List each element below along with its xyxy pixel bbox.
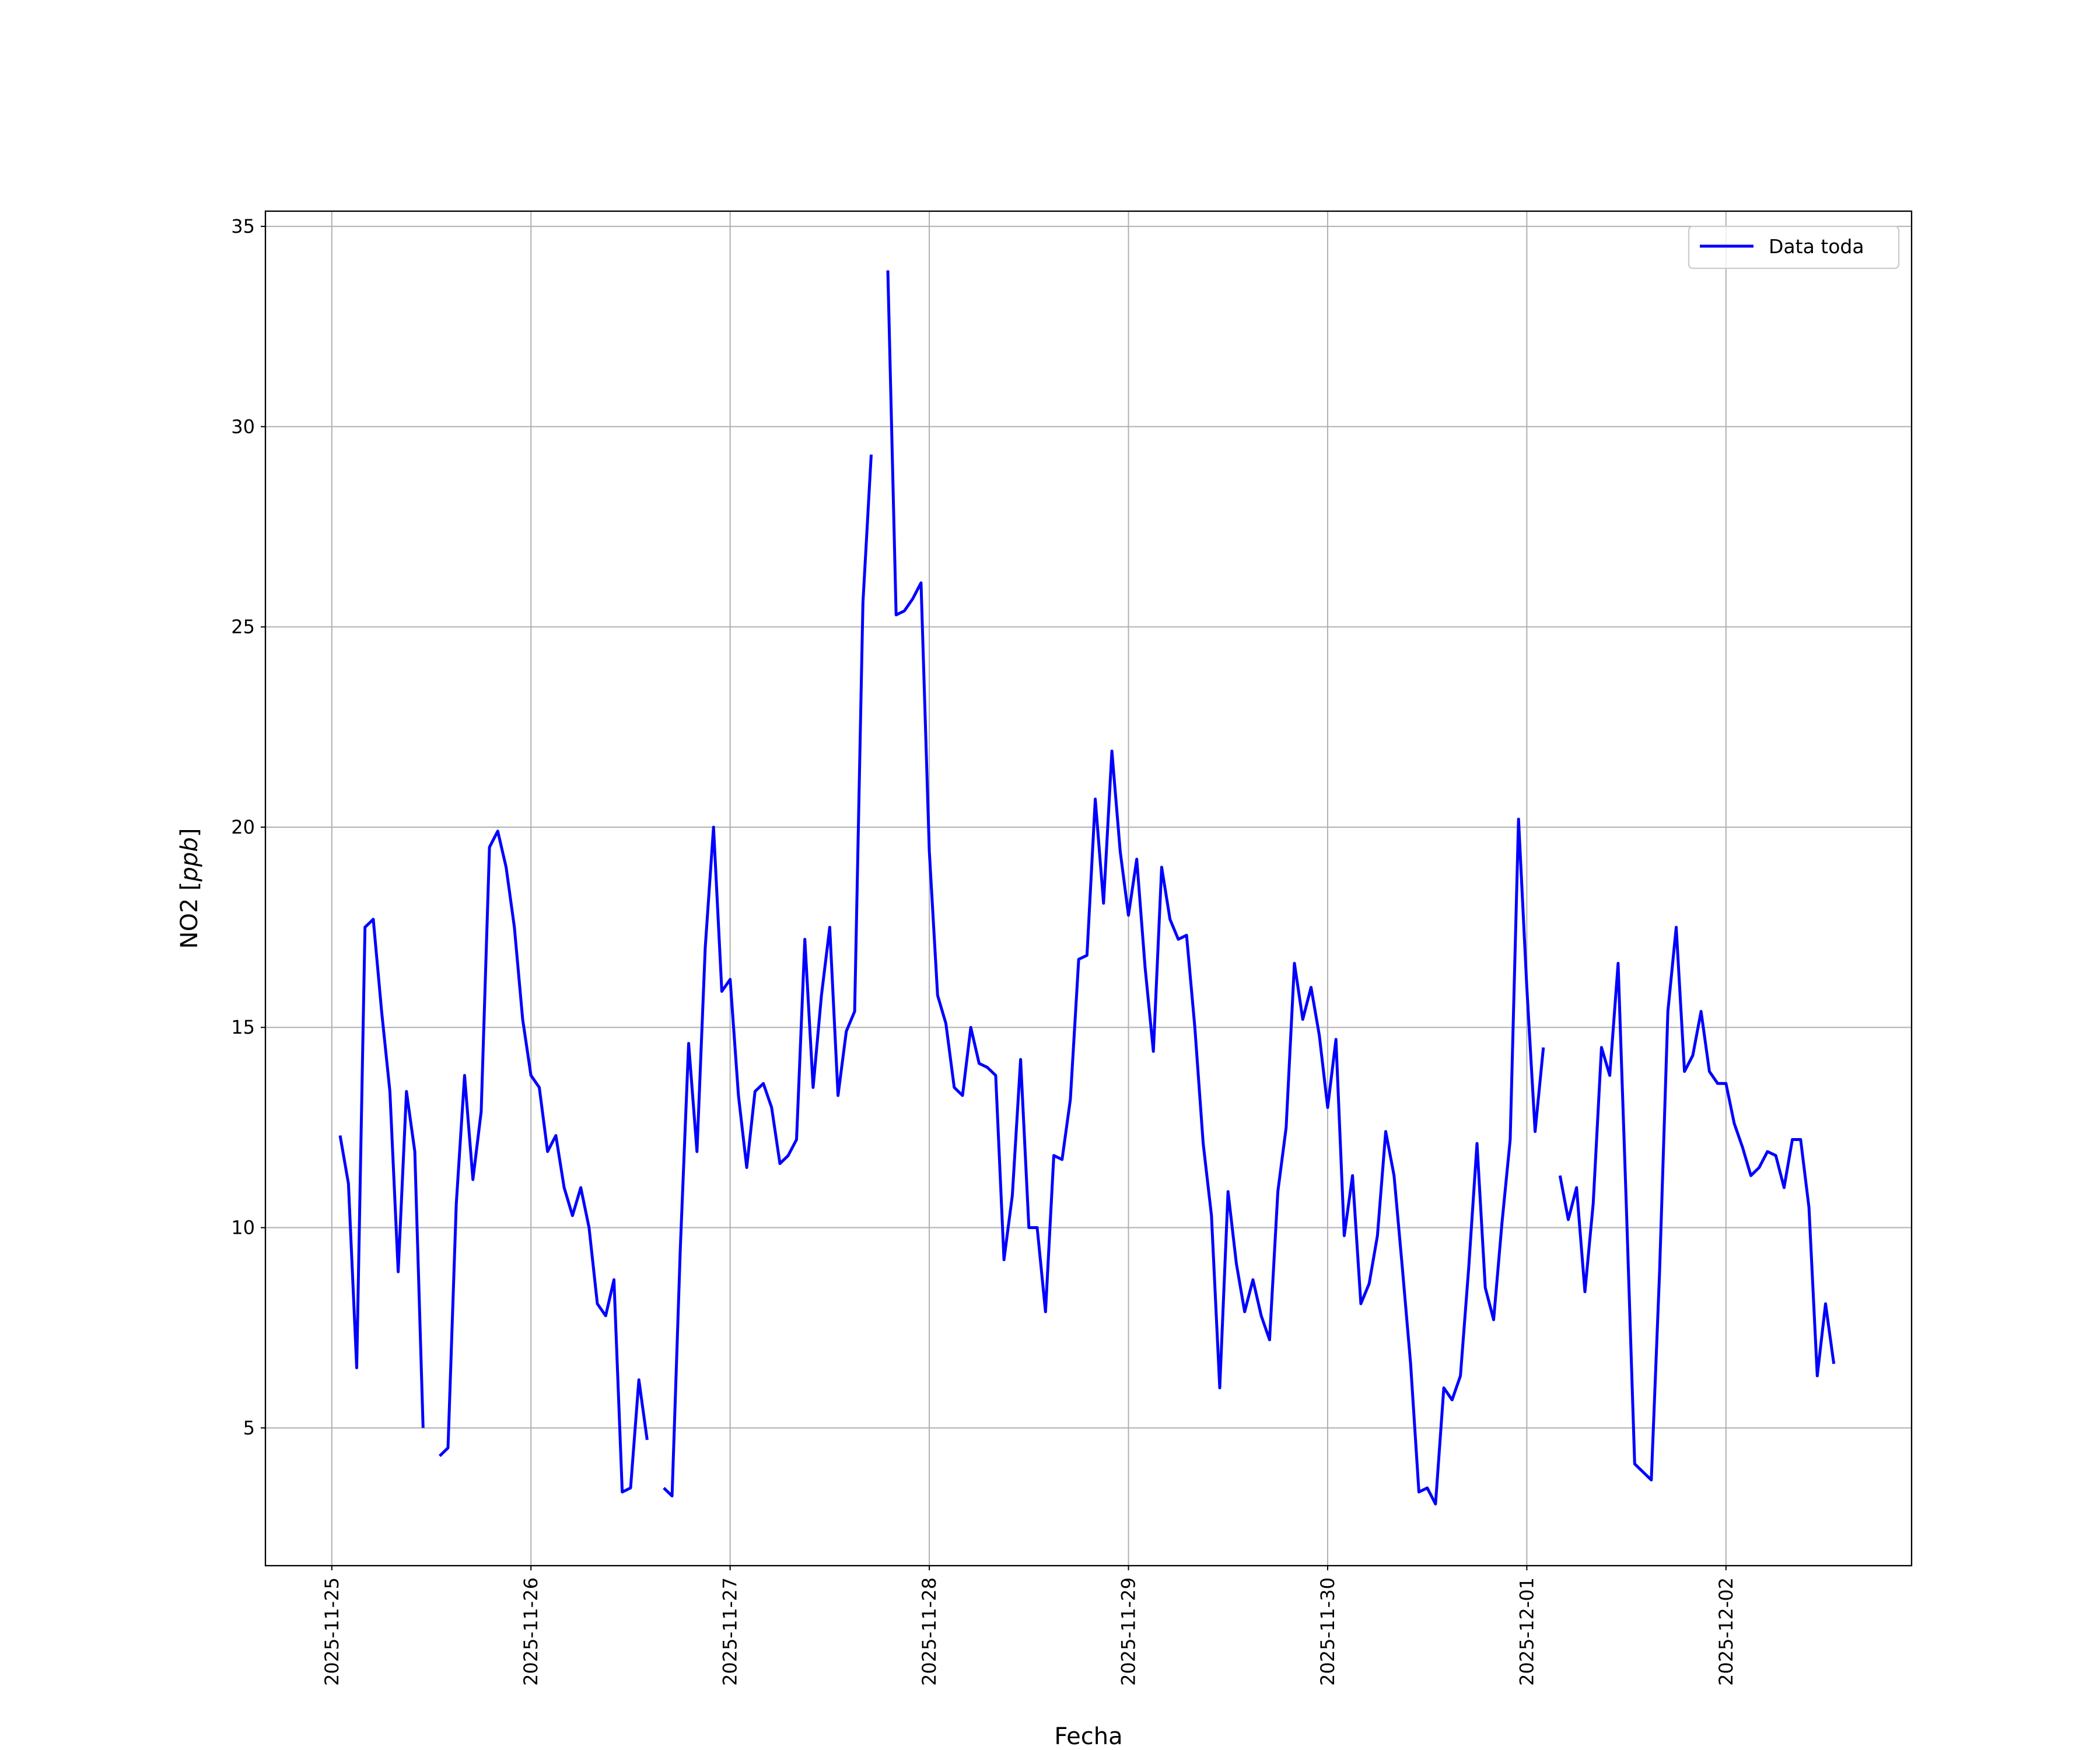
y-tick-label: 25: [231, 616, 255, 638]
y-tick-label: 35: [231, 215, 255, 237]
x-tick-label: 2025-12-02: [1715, 1577, 1737, 1686]
grid-lines: [265, 211, 1912, 1566]
series-line-segment: [1558, 926, 1836, 1482]
y-axis-label: NO2 [ppb]: [176, 828, 203, 949]
series-line-segment: [663, 454, 873, 1497]
y-tick-label: 30: [231, 415, 255, 438]
y-axis-label-text: NO2 [: [176, 881, 203, 949]
x-axis-label: Fecha: [1054, 1723, 1122, 1750]
x-tick-label: 2025-12-01: [1516, 1577, 1538, 1686]
y-axis-label-close: ]: [176, 828, 203, 838]
x-tick-label: 2025-11-29: [1118, 1577, 1140, 1686]
legend-box: [1688, 225, 1900, 270]
series-data-toda: [338, 270, 1836, 1506]
x-tick-label: 2025-11-26: [520, 1577, 542, 1686]
y-tick-label: 20: [231, 816, 255, 838]
y-tick-label: 10: [231, 1217, 255, 1239]
y-axis-label-unit: ppb: [176, 837, 203, 882]
legend-label: Data toda: [1769, 235, 1864, 258]
axes-frame: [264, 210, 1913, 1567]
y-tick-label: 15: [231, 1016, 255, 1038]
x-axis-ticks: 2025-11-25 2025-11-26 2025-11-27 2025-11-28…: [321, 1566, 1737, 1686]
series-line-segment: [338, 918, 425, 1428]
x-tick-label: 2025-11-30: [1317, 1577, 1339, 1686]
series-line-segment: [438, 830, 649, 1494]
x-tick-label: 2025-11-28: [918, 1577, 940, 1686]
y-tick-label: 5: [243, 1417, 255, 1439]
x-tick-label: 2025-11-27: [719, 1577, 741, 1686]
series-line-segment: [886, 270, 1545, 1506]
legend: Data toda: [1688, 225, 1900, 270]
x-tick-label: 2025-11-25: [321, 1577, 343, 1686]
y-axis-ticks: 5 10 15 20 25 30 35: [231, 215, 265, 1439]
